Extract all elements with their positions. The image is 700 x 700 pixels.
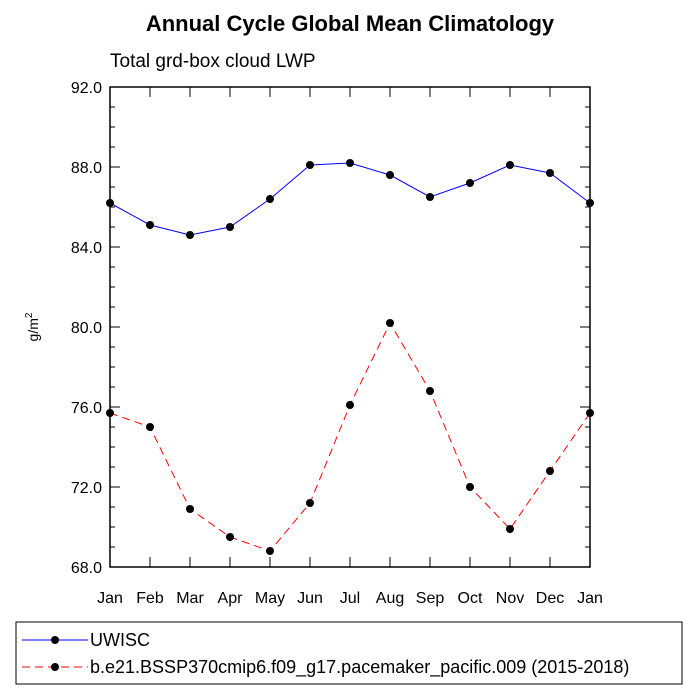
chart-subtitle: Total grd-box cloud LWP: [110, 51, 316, 72]
data-point: [506, 525, 514, 533]
data-point: [426, 387, 434, 395]
legend: UWISC b.e21.BSSP370cmip6.f09_g17.pacemake…: [15, 621, 683, 685]
data-point: [386, 319, 394, 327]
data-point: [226, 533, 234, 541]
y-axis-label: g/m2: [24, 312, 41, 341]
data-point: [346, 401, 354, 409]
x-tick-label: Sep: [416, 590, 445, 607]
data-point: [146, 221, 154, 229]
data-point: [426, 193, 434, 201]
data-point: [146, 423, 154, 431]
x-tick-labels: Jan Feb Mar Apr May Jun Jul Aug Sep Oct Nov Dec Jan: [97, 590, 603, 607]
legend-label: UWISC: [90, 630, 150, 650]
x-tick-label: Oct: [458, 590, 483, 607]
legend-box: [15, 621, 683, 685]
y-tick-label: 68.0: [71, 560, 102, 577]
y-tick-label: 76.0: [71, 400, 102, 417]
x-tick-label: Feb: [136, 590, 164, 607]
x-tick-label: Jul: [340, 590, 360, 607]
series-2: [106, 319, 594, 555]
series-line: [109, 321, 591, 552]
data-point: [466, 179, 474, 187]
plot-frame: [109, 86, 591, 568]
x-tick-label: Jan: [577, 590, 603, 607]
legend-marker: [51, 663, 59, 671]
x-tick-label: Dec: [536, 590, 564, 607]
x-tick-label: May: [255, 590, 285, 607]
data-point: [506, 161, 514, 169]
x-tick-label: Apr: [218, 590, 244, 607]
legend-marker: [51, 636, 59, 644]
data-point: [266, 195, 274, 203]
legend-label: b.e21.BSSP370cmip6.f09_g17.pacemaker_pac…: [90, 657, 629, 678]
chart-title: Annual Cycle Global Mean Climatology: [146, 11, 555, 36]
y-tick-label: 92.0: [71, 80, 102, 97]
data-point: [546, 467, 554, 475]
legend-items: UWISC b.e21.BSSP370cmip6.f09_g17.pacemake…: [22, 630, 629, 678]
series-1: [106, 159, 594, 239]
x-tick-label: Jan: [97, 590, 123, 607]
y-tick-label: 84.0: [71, 240, 102, 257]
x-tick-label: Jun: [297, 590, 323, 607]
y-tick-label: 80.0: [71, 320, 102, 337]
y-tick-label: 72.0: [71, 480, 102, 497]
data-point: [306, 161, 314, 169]
data-point: [306, 499, 314, 507]
data-point: [546, 169, 554, 177]
y-tick-labels: 68.0 72.0 76.0 80.0 84.0 88.0 92.0: [71, 80, 102, 577]
y-axis-label-sup: 2: [24, 312, 35, 318]
series-layer: [106, 159, 594, 555]
x-tick-label: Aug: [376, 590, 404, 607]
x-tick-label: Nov: [496, 590, 524, 607]
data-point: [346, 159, 354, 167]
data-point: [226, 223, 234, 231]
y-axis-label-base: g/m: [25, 318, 41, 341]
data-point: [186, 231, 194, 239]
data-point: [466, 483, 474, 491]
data-point: [386, 171, 394, 179]
x-tick-label: Mar: [176, 590, 204, 607]
data-point: [186, 505, 194, 513]
series-line: [109, 162, 591, 236]
data-point: [266, 547, 274, 555]
y-tick-label: 88.0: [71, 160, 102, 177]
